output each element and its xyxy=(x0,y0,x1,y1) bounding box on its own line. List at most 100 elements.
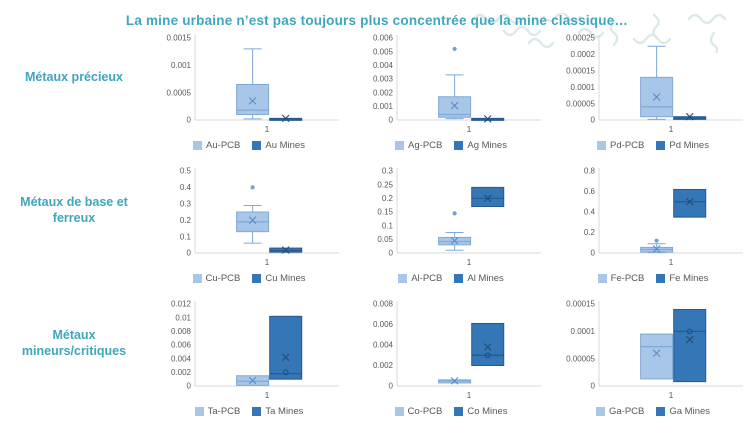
mean-marker xyxy=(281,353,290,362)
legend-swatch-mines xyxy=(454,407,464,416)
legend-label: Fe Mines xyxy=(669,273,709,284)
y-tick-label: 0.15 xyxy=(377,208,393,217)
mean-marker xyxy=(483,343,492,351)
chart-legend-cu: Cu-PCB Cu Mines xyxy=(192,273,305,284)
point-marker xyxy=(686,328,693,335)
x-tick-label: 1 xyxy=(467,257,472,267)
legend-swatch-mines xyxy=(656,274,666,283)
legend-entry-cu-mines: Cu Mines xyxy=(252,273,305,284)
legend-swatch-mines xyxy=(656,407,666,416)
legend-entry-ga-mines: Ga Mines xyxy=(656,406,710,417)
y-tick-label: 0.3 xyxy=(382,167,394,176)
legend-swatch-mines xyxy=(454,141,464,150)
chart-legend-ga: Ga-PCB Ga Mines xyxy=(595,406,710,417)
chart-cell-co: 0 0.002 0.004 0.006 0.008 1 Co-PCB Co Mines xyxy=(350,296,552,429)
point-marker xyxy=(282,369,289,376)
chart-cell-au: 0 0.0005 0.001 0.0015 1 Au-PCB Au Mines xyxy=(148,30,350,163)
legend-label: Co Mines xyxy=(467,406,508,417)
y-tick-label: 0 xyxy=(187,382,192,391)
chart-legend-fe: Fe-PCB Fe Mines xyxy=(597,273,708,284)
legend-swatch-mines xyxy=(454,274,464,283)
legend-entry-fe-mines: Fe Mines xyxy=(656,273,708,284)
mean-marker xyxy=(248,97,257,105)
y-tick-label: 0.8 xyxy=(584,167,596,176)
mean-marker xyxy=(685,335,694,344)
boxplot-series-ag-mines xyxy=(471,115,505,123)
x-tick-label: 1 xyxy=(669,390,674,400)
x-tick-label: 1 xyxy=(265,257,270,267)
legend-swatch-pcb xyxy=(394,407,404,416)
legend-entry-pd-pcb: Pd-PCB xyxy=(597,140,644,151)
y-tick-label: 0.001 xyxy=(171,61,192,70)
legend-swatch-mines xyxy=(656,141,666,150)
y-tick-label: 0.00015 xyxy=(566,67,595,76)
legend-entry-al-mines: Al Mines xyxy=(454,273,504,284)
legend-label: Pd-PCB xyxy=(610,140,645,151)
chart-cell-al: 0 0.05 0.1 0.15 0.2 0.25 0.3 1 Al-PCB Al Mines xyxy=(350,163,552,296)
legend-entry-ga-pcb: Ga-PCB xyxy=(595,406,644,417)
chart-cell-ta: 0 0.002 0.004 0.006 0.008 0.01 0.012 1 Ta-PCB Ta … xyxy=(148,296,350,429)
mean-marker xyxy=(248,216,257,224)
y-tick-label: 0.3 xyxy=(180,200,192,209)
box xyxy=(471,322,505,367)
outlier-dot xyxy=(452,211,457,216)
outlier-dot xyxy=(250,185,255,190)
legend-entry-fe-pcb: Fe-PCB xyxy=(597,273,644,284)
y-tick-label: 0.008 xyxy=(171,327,192,336)
y-tick-label: 0.5 xyxy=(180,167,192,176)
y-tick-label: 0.004 xyxy=(171,354,192,363)
legend-swatch-pcb xyxy=(597,274,607,283)
y-tick-label: 0.0015 xyxy=(167,34,192,43)
box xyxy=(471,186,505,208)
y-tick-label: 0.001 xyxy=(373,102,394,111)
legend-swatch-pcb xyxy=(597,141,607,150)
boxplot-series-al-pcb xyxy=(438,211,472,251)
y-tick-label: 0.006 xyxy=(373,34,394,43)
mean-marker xyxy=(450,101,459,110)
row-label-3: Métaux mineurs/critiques xyxy=(21,327,127,358)
box xyxy=(673,308,707,383)
y-tick-label: 0 xyxy=(591,382,596,391)
y-tick-label: 0.0001 xyxy=(571,83,596,92)
y-tick-label: 0.6 xyxy=(584,187,596,196)
legend-swatch-mines xyxy=(252,274,262,283)
y-tick-label: 0.003 xyxy=(373,75,394,84)
boxplot-chart-pd: 0 0.00005 0.0001 0.00015 0.0002 0.00025 1 xyxy=(566,34,743,134)
y-tick-label: 0.4 xyxy=(180,183,192,192)
y-tick-label: 0.002 xyxy=(171,368,192,377)
legend-label: Au-PCB xyxy=(206,140,241,151)
legend-entry-au-pcb: Au-PCB xyxy=(193,140,240,151)
legend-swatch-mines xyxy=(252,407,262,416)
boxplot-chart-au: 0 0.0005 0.001 0.0015 1 xyxy=(167,34,339,134)
chart-cell-pd: 0 0.00005 0.0001 0.00015 0.0002 0.00025 1 Pd-PC… xyxy=(552,30,754,163)
legend-label: Cu Mines xyxy=(265,273,306,284)
mean-marker xyxy=(685,197,694,206)
legend-label: Ta-PCB xyxy=(207,406,241,417)
legend-entry-au-mines: Au Mines xyxy=(252,140,305,151)
x-tick-label: 1 xyxy=(265,124,270,134)
y-tick-label: 0.006 xyxy=(373,320,394,329)
y-tick-label: 0.012 xyxy=(171,300,192,309)
legend-entry-pd-mines: Pd Mines xyxy=(656,140,709,151)
chart-cell-fe: 0 0.2 0.4 0.6 0.8 1 Fe-PCB Fe Mines xyxy=(552,163,754,296)
boxplot-series-co-mines xyxy=(471,322,505,367)
y-tick-label: 0 xyxy=(187,249,192,258)
x-tick-label: 1 xyxy=(669,124,674,134)
boxplot-chart-ta: 0 0.002 0.004 0.006 0.008 0.01 0.012 1 xyxy=(171,300,339,400)
boxplot-series-pd-mines xyxy=(673,112,707,121)
legend-entry-ta-mines: Ta Mines xyxy=(252,406,303,417)
y-tick-label: 0.2 xyxy=(382,194,394,203)
boxplot-series-fe-mines xyxy=(673,188,707,218)
legend-swatch-pcb xyxy=(398,274,408,283)
chart-cell-ag: 0 0.001 0.002 0.003 0.004 0.005 0.006 1 Ag-PCB Ag… xyxy=(350,30,552,163)
boxplot-series-ta-mines xyxy=(269,315,303,380)
y-tick-label: 0.005 xyxy=(373,47,394,56)
y-tick-label: 0.002 xyxy=(373,88,394,97)
boxplot-chart-fe: 0 0.2 0.4 0.6 0.8 1 xyxy=(584,167,743,267)
mean-marker xyxy=(652,349,661,357)
box xyxy=(640,333,674,380)
legend-entry-ag-pcb: Ag-PCB xyxy=(395,140,442,151)
legend-label: Au Mines xyxy=(265,140,305,151)
y-tick-label: 0.00025 xyxy=(566,34,595,43)
legend-label: Co-PCB xyxy=(407,406,443,417)
